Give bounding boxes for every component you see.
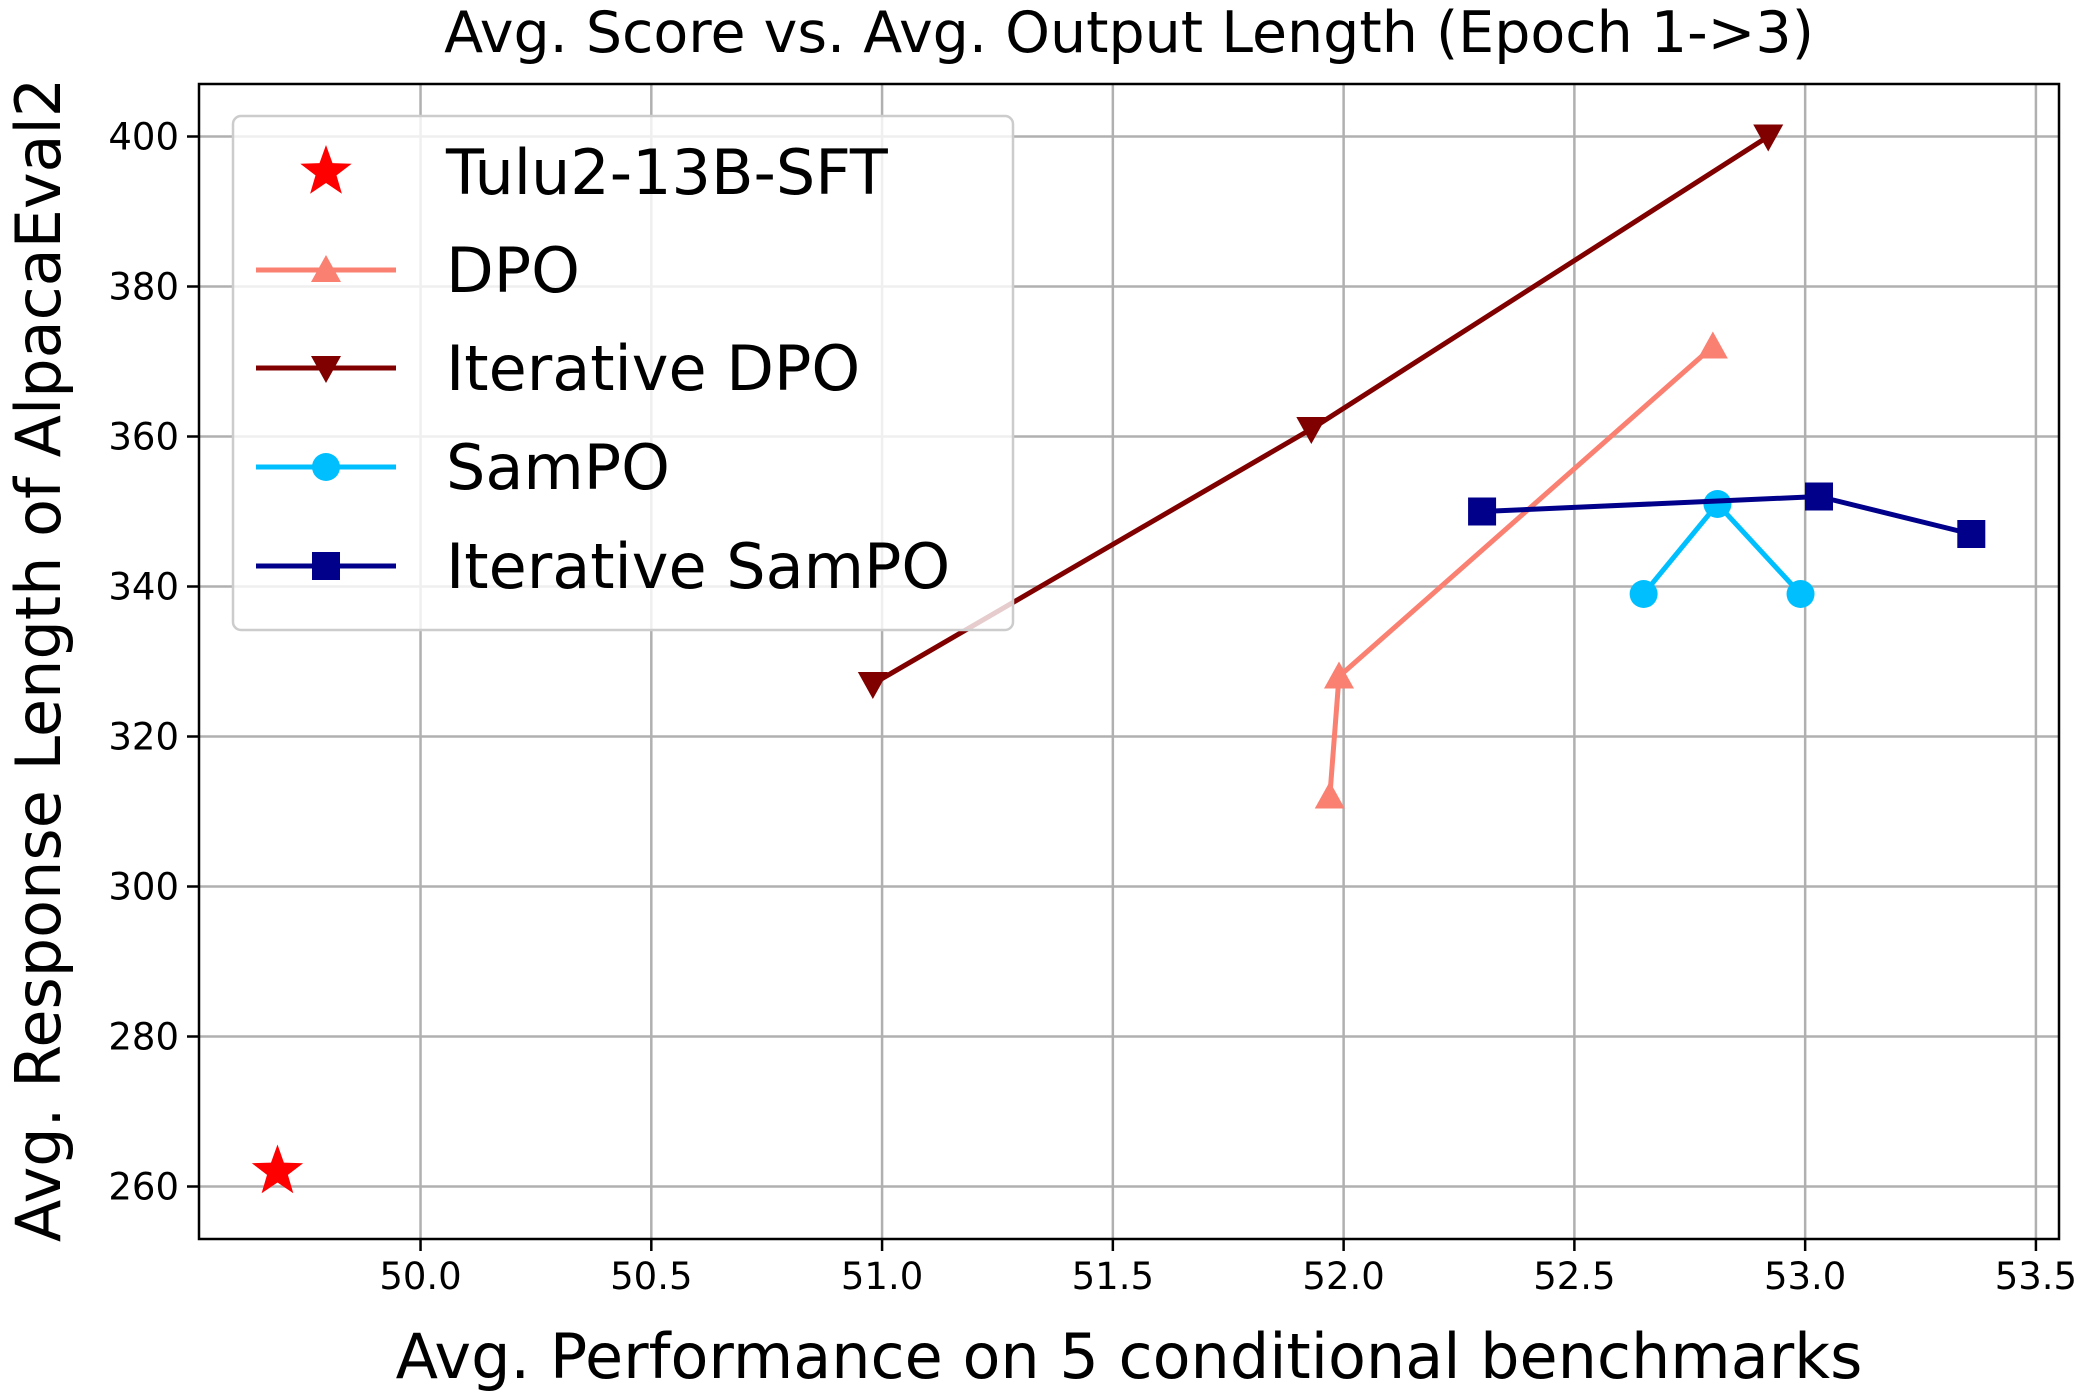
iterative-sampo-point <box>1957 520 1986 548</box>
iterative-dpo-point <box>1753 124 1784 152</box>
series-sampo <box>1629 490 1815 608</box>
grid <box>199 84 2059 1239</box>
sampo-line <box>1641 501 1803 596</box>
legend-tulu2-13b-sft-label: Tulu2-13B-SFT <box>445 136 889 209</box>
x-tick-label: 53.5 <box>1995 1255 2077 1298</box>
iterative-sampo-point <box>1805 482 1833 511</box>
x-tick-label: 52.0 <box>1302 1255 1384 1298</box>
series-iterative-dpo <box>857 124 1784 699</box>
series-layer <box>251 124 1986 1194</box>
x-tick-label: 51.5 <box>1072 1255 1154 1298</box>
legend-iterative-dpo-marker <box>311 356 341 383</box>
y-tick-label: 300 <box>108 866 179 909</box>
y-tick-label: 260 <box>108 1166 179 1209</box>
y-tick-label: 400 <box>108 116 179 159</box>
dpo-point <box>1314 781 1345 809</box>
y-tick-label: 380 <box>108 266 179 309</box>
series-iterative-sampo <box>1468 482 1986 548</box>
y-tick-label: 320 <box>108 716 179 759</box>
iterative-dpo-point <box>857 672 888 699</box>
y-tick-label: 280 <box>108 1016 179 1059</box>
series-tulu2-13b-sft <box>251 1144 304 1194</box>
dpo-point <box>1697 331 1728 359</box>
x-tick-label: 52.5 <box>1533 1255 1615 1298</box>
dpo-line <box>1327 344 1715 797</box>
plot-frame <box>197 82 2061 1241</box>
legend-iterative-sampo-label: Iterative SamPO <box>446 530 950 603</box>
legend-dpo-marker <box>311 255 341 282</box>
legend-sampo-label: SamPO <box>446 431 670 504</box>
legend-dpo-label: DPO <box>446 234 580 307</box>
chart-title: Avg. Score vs. Avg. Output Length (Epoch… <box>444 0 1814 66</box>
sampo-point <box>1703 490 1732 518</box>
sampo-point <box>1786 580 1815 608</box>
legend-iterative-sampo-marker <box>312 552 340 580</box>
legend: Tulu2-13B-SFT DPO Iterative DPO SamPO Iterat… <box>231 114 1015 632</box>
y-axis-label: Avg. Response Length of AlpacaEval2 <box>2 78 75 1242</box>
x-tick-label: 50.5 <box>610 1255 692 1298</box>
x-tick-label: 53.0 <box>1764 1255 1846 1298</box>
legend-box <box>231 114 1015 632</box>
iterative-sampo-point <box>1468 497 1497 526</box>
x-tick-label: 51.0 <box>841 1255 923 1298</box>
y-tick-label: 340 <box>108 566 179 609</box>
legend-sampo-marker <box>312 453 340 481</box>
sampo-point <box>1629 580 1658 608</box>
y-tick-label: 360 <box>108 416 179 459</box>
series-dpo <box>1314 331 1728 809</box>
legend-iterative-dpo-label: Iterative DPO <box>446 332 860 405</box>
x-tick-label: 50.0 <box>379 1255 461 1298</box>
dpo-point <box>1324 661 1354 689</box>
iterative-dpo-point <box>1296 417 1327 444</box>
legend-tulu2-13b-sft-marker <box>300 145 352 194</box>
x-axis-label: Avg. Performance on 5 conditional benchm… <box>396 1320 1863 1393</box>
axis-ticks: 50.0 50.5 51.0 51.5 52.0 52.5 53.0 53.5 260 280 30… <box>108 116 2077 1299</box>
tulu2-13b-sft-point <box>251 1144 304 1194</box>
